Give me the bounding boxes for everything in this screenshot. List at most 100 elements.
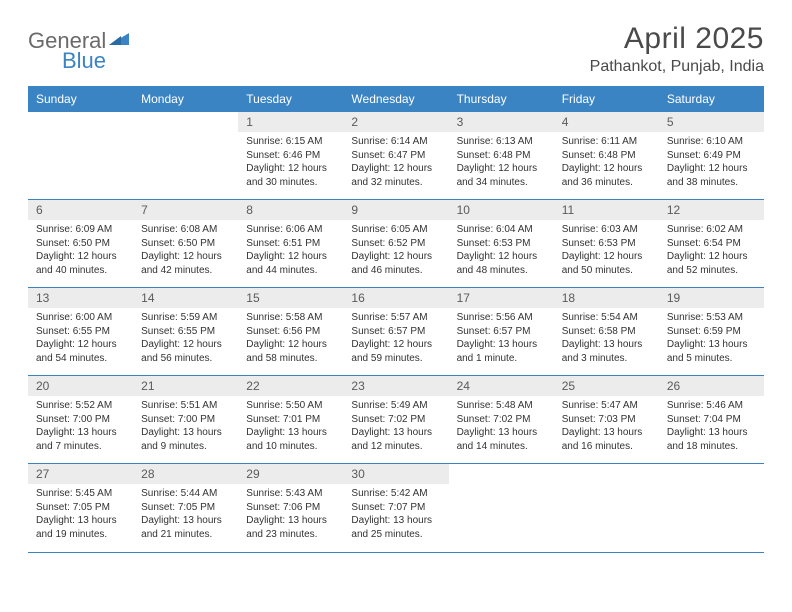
title-block: April 2025 Pathankot, Punjab, India xyxy=(590,22,764,76)
day-cell: 14Sunrise: 5:59 AMSunset: 6:55 PMDayligh… xyxy=(133,288,238,376)
sunset-line: Sunset: 6:47 PM xyxy=(351,150,425,161)
daylight-line: Daylight: 13 hours and 3 minutes. xyxy=(562,339,643,364)
sunset-line: Sunset: 6:57 PM xyxy=(351,326,425,337)
day-cell: . xyxy=(659,464,764,552)
day-number: 6 xyxy=(28,200,133,220)
daylight-line: Daylight: 12 hours and 54 minutes. xyxy=(36,339,117,364)
day-number: 2 xyxy=(343,112,448,132)
daylight-line: Daylight: 13 hours and 5 minutes. xyxy=(667,339,748,364)
day-header: Sunday xyxy=(28,87,133,112)
daylight-line: Daylight: 13 hours and 12 minutes. xyxy=(351,427,432,452)
day-number: 20 xyxy=(28,376,133,396)
week-row: 13Sunrise: 6:00 AMSunset: 6:55 PMDayligh… xyxy=(28,288,764,376)
daylight-line: Daylight: 13 hours and 7 minutes. xyxy=(36,427,117,452)
daylight-line: Daylight: 12 hours and 58 minutes. xyxy=(246,339,327,364)
sunset-line: Sunset: 7:01 PM xyxy=(246,414,320,425)
sunset-line: Sunset: 6:48 PM xyxy=(457,150,531,161)
day-body: Sunrise: 5:46 AMSunset: 7:04 PMDaylight:… xyxy=(659,396,764,457)
day-cell: 20Sunrise: 5:52 AMSunset: 7:00 PMDayligh… xyxy=(28,376,133,464)
day-body: Sunrise: 6:05 AMSunset: 6:52 PMDaylight:… xyxy=(343,220,448,281)
day-body: Sunrise: 5:44 AM Sunset: 7:05 PM Daylight:… xyxy=(133,484,238,545)
day-number: 7 xyxy=(133,200,238,220)
sunrise-line: Sunrise: 6:11 AM xyxy=(562,136,637,147)
sunset-line: Sunset: 6:53 PM xyxy=(562,238,636,249)
sunset-line: Sunset: 6:57 PM xyxy=(457,326,531,337)
day-header: Wednesday xyxy=(343,87,448,112)
day-body: Sunrise: 5:47 AMSunset: 7:03 PMDaylight:… xyxy=(554,396,659,457)
sunrise-line: Sunrise: 5:52 AM xyxy=(36,400,112,411)
sunset-line: Sunset: 6:55 PM xyxy=(36,326,110,337)
day-cell: . xyxy=(449,464,554,552)
daylight-line: Daylight: 13 hours and 1 minute. xyxy=(457,339,538,364)
daylight-line: Daylight: 12 hours and 42 minutes. xyxy=(141,251,222,276)
day-header: Friday xyxy=(554,87,659,112)
day-number: 12 xyxy=(659,200,764,220)
sunrise-line: Sunrise: 5:56 AM xyxy=(457,312,533,323)
day-body: Sunrise: 6:14 AMSunset: 6:47 PMDaylight:… xyxy=(343,132,448,193)
sunrise-line: Sunrise: 5:46 AM xyxy=(667,400,743,411)
day-number: 27 xyxy=(28,464,133,484)
sunset-line: Sunset: 7:05 PM xyxy=(141,502,215,513)
day-cell: 17Sunrise: 5:56 AMSunset: 6:57 PMDayligh… xyxy=(449,288,554,376)
sunrise-line: Sunrise: 6:15 AM xyxy=(246,136,322,147)
day-cell: 27Sunrise: 5:45 AMSunset: 7:05 PMDayligh… xyxy=(28,464,133,552)
sunrise-line: Sunrise: 5:44 AM xyxy=(141,488,217,499)
daylight-line: Daylight: 12 hours and 46 minutes. xyxy=(351,251,432,276)
day-body: Sunrise: 6:15 AMSunset: 6:46 PMDaylight:… xyxy=(238,132,343,193)
sunset-line: Sunset: 6:50 PM xyxy=(36,238,110,249)
day-body: Sunrise: 6:03 AM Sunset: 6:53 PM Daylight:… xyxy=(554,220,659,281)
month-title: April 2025 xyxy=(590,22,764,56)
day-cell: 16Sunrise: 5:57 AMSunset: 6:57 PMDayligh… xyxy=(343,288,448,376)
day-body: Sunrise: 5:48 AMSunset: 7:02 PMDaylight:… xyxy=(449,396,554,457)
day-number: 25 xyxy=(554,376,659,396)
daylight-line: Daylight: 13 hours and 18 minutes. xyxy=(667,427,748,452)
sunset-line: Sunset: 7:02 PM xyxy=(457,414,531,425)
daylight-line: Daylight: 12 hours and 52 minutes. xyxy=(667,251,748,276)
day-cell: 21Sunrise: 5:51 AMSunset: 7:00 PMDayligh… xyxy=(133,376,238,464)
sunset-line: Sunset: 6:48 PM xyxy=(562,150,636,161)
daylight-line: Daylight: 12 hours and 59 minutes. xyxy=(351,339,432,364)
daylight-line: Daylight: 12 hours and 38 minutes. xyxy=(667,163,748,188)
daylight-line: Daylight: 12 hours and 40 minutes. xyxy=(36,251,117,276)
brand-logo: GeneralBlue xyxy=(28,28,128,74)
day-number: 28 xyxy=(133,464,238,484)
day-cell: 10Sunrise: 6:04 AMSunset: 6:53 PMDayligh… xyxy=(449,200,554,288)
sunrise-line: Sunrise: 5:42 AM xyxy=(351,488,427,499)
daylight-line: Daylight: 12 hours and 30 minutes. xyxy=(246,163,327,188)
sunrise-line: Sunrise: 6:03 AM xyxy=(562,224,638,235)
day-body: Sunrise: 6:09 AMSunset: 6:50 PMDaylight:… xyxy=(28,220,133,281)
sunset-line: Sunset: 6:51 PM xyxy=(246,238,320,249)
day-body: Sunrise: 5:57 AMSunset: 6:57 PMDaylight:… xyxy=(343,308,448,369)
sunrise-line: Sunrise: 5:48 AM xyxy=(457,400,533,411)
calendar-table: Sunday Monday Tuesday Wednesday Thursday… xyxy=(28,86,764,552)
daylight-line: Daylight: 12 hours and 50 minutes. xyxy=(562,251,643,276)
day-body: Sunrise: 5:54 AMSunset: 6:58 PMDaylight:… xyxy=(554,308,659,369)
sunrise-line: Sunrise: 5:58 AM xyxy=(246,312,322,323)
day-number: 19 xyxy=(659,288,764,308)
brand-triangle-icon xyxy=(109,31,129,50)
sunset-line: Sunset: 6:55 PM xyxy=(141,326,215,337)
sunrise-line: Sunrise: 5:47 AM xyxy=(562,400,638,411)
day-cell: 11 Sunrise: 6:03 AM Sunset: 6:53 PM Dayligh… xyxy=(554,200,659,288)
sunrise-line: Sunrise: 6:06 AM xyxy=(246,224,322,235)
day-cell: 29Sunrise: 5:43 AMSunset: 7:06 PMDayligh… xyxy=(238,464,343,552)
sunrise-line: Sunrise: 6:08 AM xyxy=(141,224,217,235)
day-cell: 19Sunrise: 5:53 AMSunset: 6:59 PMDayligh… xyxy=(659,288,764,376)
day-cell: 24Sunrise: 5:48 AMSunset: 7:02 PMDayligh… xyxy=(449,376,554,464)
sunset-line: Sunset: 6:54 PM xyxy=(667,238,741,249)
sunset-line: Sunset: 7:07 PM xyxy=(351,502,425,513)
day-number: 13 xyxy=(28,288,133,308)
week-row: 20Sunrise: 5:52 AMSunset: 7:00 PMDayligh… xyxy=(28,376,764,464)
day-body: Sunrise: 6:04 AMSunset: 6:53 PMDaylight:… xyxy=(449,220,554,281)
sunset-line: Sunset: 6:52 PM xyxy=(351,238,425,249)
day-number: 11 xyxy=(554,200,659,220)
week-row: 27Sunrise: 5:45 AMSunset: 7:05 PMDayligh… xyxy=(28,464,764,552)
bottom-rule xyxy=(28,552,764,553)
day-cell: 4Sunrise: 6:11 AMSunset: 6:48 PMDaylight… xyxy=(554,112,659,200)
daylight-line: Daylight: 13 hours and 21 minutes. xyxy=(141,515,222,540)
day-cell: 22Sunrise: 5:50 AMSunset: 7:01 PMDayligh… xyxy=(238,376,343,464)
sunset-line: Sunset: 6:59 PM xyxy=(667,326,741,337)
day-number: 18 xyxy=(554,288,659,308)
day-cell: . xyxy=(554,464,659,552)
location-label: Pathankot, Punjab, India xyxy=(590,58,764,76)
